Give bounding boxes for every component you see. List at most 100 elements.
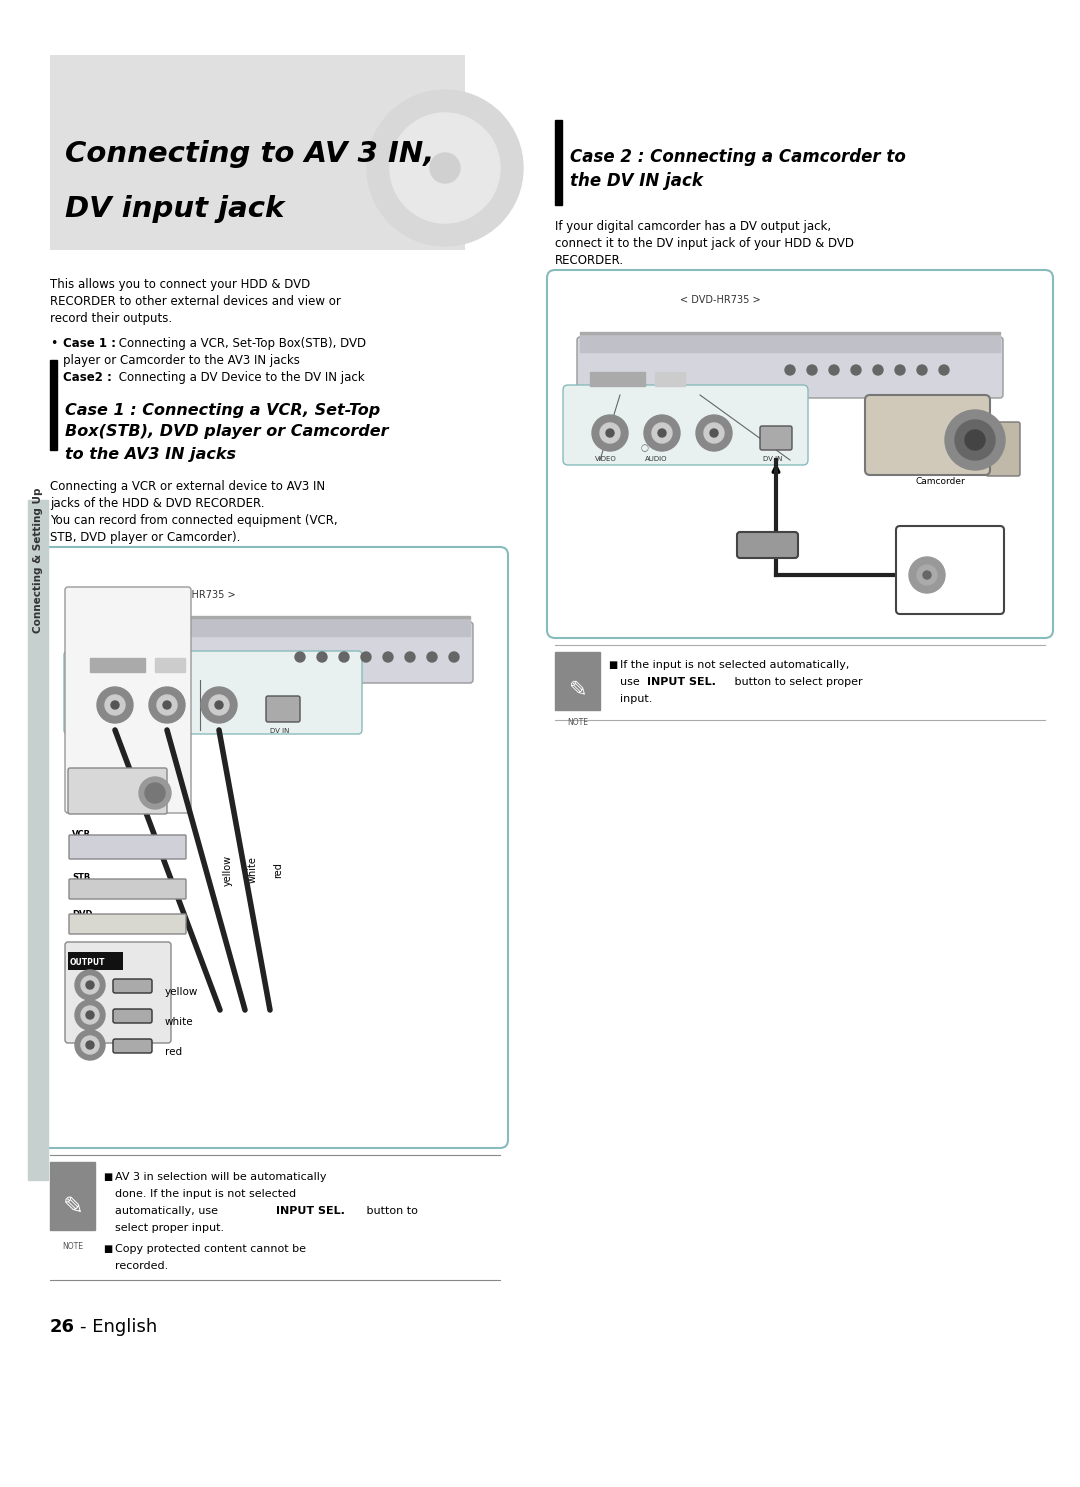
Bar (90, 659, 145, 672)
Circle shape (945, 410, 1005, 470)
Text: ■: ■ (103, 1245, 112, 1254)
Text: ✎: ✎ (569, 680, 588, 700)
Text: red: red (165, 1047, 183, 1057)
Circle shape (201, 687, 237, 723)
Text: INPUT SEL.: INPUT SEL. (276, 1206, 345, 1216)
Circle shape (145, 784, 165, 803)
Text: automatically, use: automatically, use (114, 1206, 221, 1216)
Text: recorded.: recorded. (114, 1261, 168, 1271)
Bar (50, 1161, 95, 1230)
Text: NOTE: NOTE (567, 718, 589, 727)
Circle shape (644, 415, 680, 451)
Circle shape (390, 113, 500, 223)
Text: RECORDER.: RECORDER. (555, 254, 624, 268)
Text: button to select proper: button to select proper (731, 677, 863, 687)
Circle shape (449, 651, 459, 662)
FancyBboxPatch shape (50, 55, 465, 250)
Circle shape (139, 778, 171, 809)
Circle shape (939, 364, 949, 375)
Circle shape (105, 694, 125, 715)
Text: to the AV3 IN jacks: to the AV3 IN jacks (65, 448, 237, 462)
FancyBboxPatch shape (77, 622, 473, 683)
Text: jacks of the HDD & DVD RECORDER.: jacks of the HDD & DVD RECORDER. (50, 497, 265, 510)
Text: INPUT SEL.: INPUT SEL. (647, 677, 716, 687)
Text: Connecting a VCR, Set-Top Box(STB), DVD: Connecting a VCR, Set-Top Box(STB), DVD (114, 338, 366, 349)
Text: button to: button to (363, 1206, 418, 1216)
Circle shape (86, 981, 94, 989)
Circle shape (917, 364, 927, 375)
Text: - English: - English (80, 1317, 158, 1335)
Circle shape (829, 364, 839, 375)
FancyBboxPatch shape (69, 915, 186, 934)
Text: Case 1 : Connecting a VCR, Set-Top: Case 1 : Connecting a VCR, Set-Top (65, 403, 380, 418)
Text: Copy protected content cannot be: Copy protected content cannot be (114, 1245, 306, 1254)
Text: If your digital camcorder has a DV output jack,: If your digital camcorder has a DV outpu… (555, 220, 832, 233)
FancyBboxPatch shape (68, 767, 167, 813)
Text: DV IN: DV IN (762, 457, 782, 462)
Circle shape (606, 430, 615, 437)
Circle shape (966, 430, 985, 451)
Text: done. If the input is not selected: done. If the input is not selected (114, 1190, 296, 1199)
Text: ■: ■ (608, 660, 618, 671)
Circle shape (163, 700, 171, 709)
Bar (580, 332, 1000, 335)
Text: < DVD-HR735 >: < DVD-HR735 > (154, 590, 235, 599)
Circle shape (909, 558, 945, 593)
Circle shape (704, 422, 724, 443)
Circle shape (430, 153, 460, 183)
Text: Camcorder: Camcorder (915, 477, 964, 486)
Circle shape (75, 970, 105, 999)
Text: AUDIO: AUDIO (148, 729, 171, 735)
Text: select proper input.: select proper input. (114, 1222, 225, 1233)
FancyBboxPatch shape (69, 836, 186, 859)
Text: 26: 26 (50, 1317, 75, 1335)
Text: ◯: ◯ (642, 445, 649, 452)
Text: ✎: ✎ (63, 1196, 83, 1219)
Circle shape (383, 651, 393, 662)
Circle shape (955, 419, 995, 459)
Circle shape (97, 687, 133, 723)
Circle shape (295, 651, 305, 662)
Text: yellow: yellow (165, 987, 199, 996)
Circle shape (81, 975, 99, 993)
Circle shape (923, 571, 931, 578)
Text: use: use (620, 677, 644, 687)
Text: player or Camcorder to the AV3 IN jacks: player or Camcorder to the AV3 IN jacks (63, 354, 300, 367)
Circle shape (895, 364, 905, 375)
Text: Connecting to AV 3 IN,: Connecting to AV 3 IN, (65, 140, 434, 168)
Text: If the input is not selected automatically,: If the input is not selected automatical… (620, 660, 849, 671)
FancyBboxPatch shape (563, 385, 808, 465)
FancyBboxPatch shape (896, 526, 1004, 614)
FancyBboxPatch shape (65, 587, 191, 813)
Bar (580, 335, 1000, 352)
Text: the DV IN jack: the DV IN jack (570, 172, 703, 190)
Circle shape (652, 422, 672, 443)
Circle shape (696, 415, 732, 451)
Text: •: • (50, 338, 57, 349)
Text: < DVD-HR735 >: < DVD-HR735 > (679, 294, 760, 305)
Circle shape (873, 364, 883, 375)
FancyBboxPatch shape (865, 396, 990, 474)
Text: ◯: ◯ (145, 717, 153, 724)
Bar (156, 659, 185, 672)
FancyBboxPatch shape (42, 547, 508, 1148)
Circle shape (367, 91, 523, 245)
FancyBboxPatch shape (737, 532, 798, 558)
Circle shape (710, 430, 718, 437)
Text: record their outputs.: record their outputs. (50, 312, 172, 326)
Text: DV IN: DV IN (270, 729, 289, 735)
Text: STB: STB (72, 873, 91, 882)
Text: Connecting & Setting Up: Connecting & Setting Up (33, 488, 43, 633)
FancyBboxPatch shape (546, 271, 1053, 638)
Text: STB, DVD player or Camcorder).: STB, DVD player or Camcorder). (50, 531, 241, 544)
Bar (80, 619, 470, 636)
Text: VCR: VCR (72, 830, 91, 839)
Text: DVD: DVD (72, 910, 93, 919)
Circle shape (157, 694, 177, 715)
Bar (50, 360, 57, 451)
Circle shape (111, 700, 119, 709)
Text: red: red (273, 862, 283, 877)
Circle shape (318, 651, 327, 662)
Bar (654, 372, 685, 387)
Text: ■: ■ (103, 1172, 112, 1182)
